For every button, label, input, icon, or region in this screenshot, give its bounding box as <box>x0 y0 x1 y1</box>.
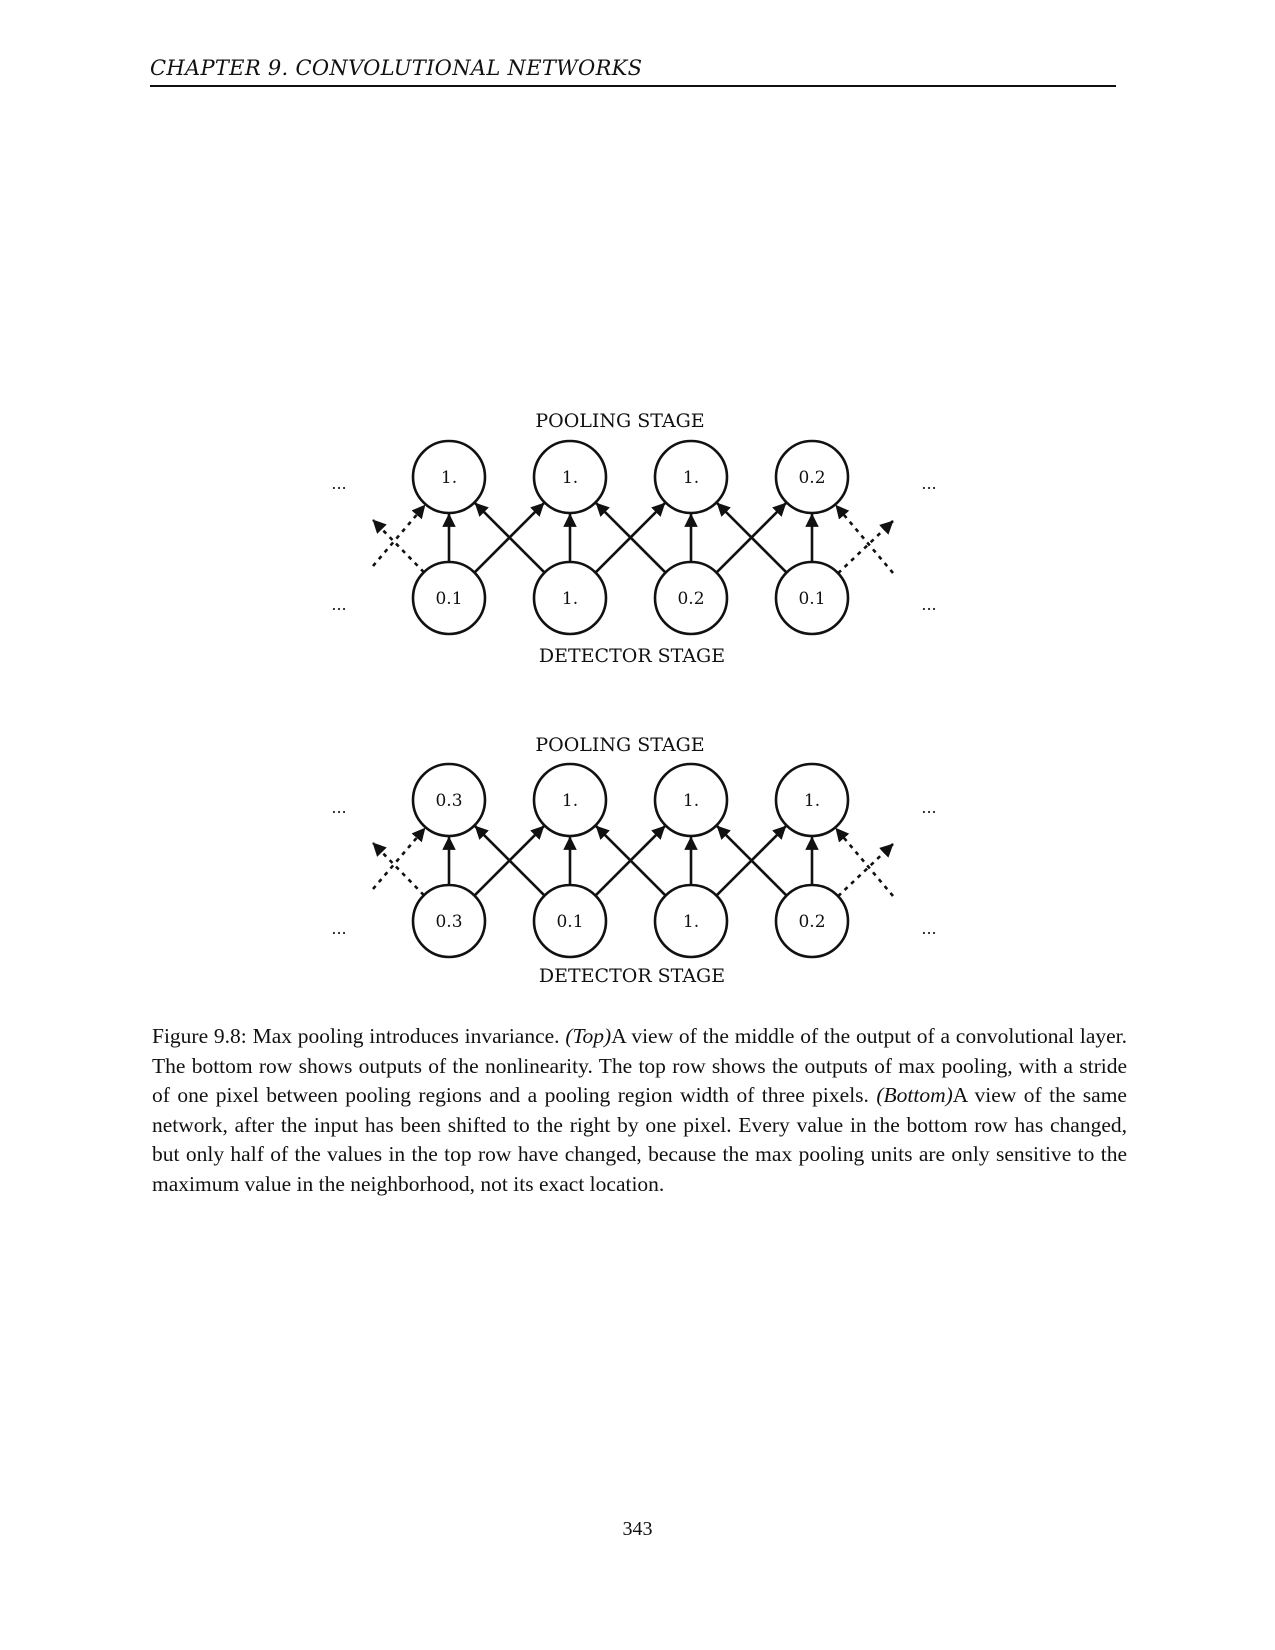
pooling-unit-node <box>774 762 850 838</box>
page-number: 343 <box>622 1518 653 1540</box>
offscreen-connection-arrow <box>837 843 894 898</box>
detector-unit-value: 1. <box>562 589 578 609</box>
ellipsis-marker: ... <box>331 474 346 493</box>
offscreen-connection-arrow <box>834 504 894 574</box>
detector-unit-value: 0.2 <box>677 589 704 609</box>
detector-unit-node <box>653 883 729 959</box>
caption-bottom-tag: (Bottom) <box>876 1083 953 1107</box>
pooling-unit-value: 1. <box>683 791 699 811</box>
pooling-unit-value: 1. <box>683 468 699 488</box>
detector-unit-node <box>532 560 608 636</box>
detector-unit-node <box>532 883 608 959</box>
detector-unit-value: 0.1 <box>798 589 825 609</box>
pooling-panel-1: POOLING STAGE DETECTOR STAGE......... ... 1… <box>331 410 936 667</box>
running-head: CHAPTER 9. CONVOLUTIONAL NETWORKS <box>150 56 1116 87</box>
offscreen-connection-arrow <box>372 504 426 567</box>
offscreen-connection-arrow <box>834 827 894 897</box>
detector-unit-value: 1. <box>683 912 699 932</box>
pooling-unit-node <box>532 762 608 838</box>
detector-stage-label: DETECTOR STAGE <box>539 965 725 987</box>
detector-unit-value: 0.3 <box>435 912 462 932</box>
detector-unit-node <box>411 560 487 636</box>
offscreen-connection-arrow <box>372 827 426 890</box>
ellipsis-marker: ... <box>921 919 936 938</box>
caption-lead: Figure 9.8: Max pooling introduces invar… <box>152 1024 566 1048</box>
pooling-unit-node <box>532 439 608 515</box>
pooling-unit-node <box>653 439 729 515</box>
detector-unit-node <box>774 883 850 959</box>
detector-unit-node <box>411 883 487 959</box>
detector-unit-node <box>774 560 850 636</box>
ellipsis-marker: ... <box>331 595 346 614</box>
pooling-connection-arrow <box>716 825 788 897</box>
pooling-connection-arrow <box>474 825 546 897</box>
pooling-unit-value: 0.2 <box>798 468 825 488</box>
figure-caption: Figure 9.8: Max pooling introduces invar… <box>152 1022 1127 1199</box>
pooling-unit-node <box>411 439 487 515</box>
ellipsis-marker: ... <box>921 474 936 493</box>
detector-unit-value: 0.1 <box>435 589 462 609</box>
pooling-unit-value: 1. <box>441 468 457 488</box>
pooling-unit-value: 1. <box>562 791 578 811</box>
detector-stage-label: DETECTOR STAGE <box>539 645 725 667</box>
pooling-connection-arrow <box>595 502 667 574</box>
offscreen-connection-arrow <box>837 520 894 575</box>
pooling-unit-node <box>774 439 850 515</box>
ellipsis-marker: ... <box>921 798 936 817</box>
caption-top-tag: (Top) <box>565 1024 612 1048</box>
pooling-unit-value: 1. <box>804 791 820 811</box>
ellipsis-marker: ... <box>331 798 346 817</box>
detector-unit-node <box>653 560 729 636</box>
offscreen-connection-arrow <box>372 842 425 897</box>
ellipsis-marker: ... <box>921 595 936 614</box>
pooling-unit-node <box>411 762 487 838</box>
offscreen-connection-arrow <box>372 519 425 574</box>
pooling-connection-arrow <box>595 825 667 897</box>
ellipsis-marker: ... <box>331 919 346 938</box>
pooling-unit-value: 1. <box>562 468 578 488</box>
detector-unit-value: 0.1 <box>556 912 583 932</box>
detector-unit-value: 0.2 <box>798 912 825 932</box>
pooling-connection-arrow <box>474 502 546 574</box>
pooling-stage-label: POOLING STAGE <box>535 410 704 432</box>
pooling-unit-value: 0.3 <box>435 791 462 811</box>
pooling-unit-node <box>653 762 729 838</box>
pooling-connection-arrow <box>716 502 788 574</box>
caption-top-text: A view of the middle of the output of a … <box>152 1024 1127 1107</box>
caption-bottom-text: A view of the same network, after the in… <box>152 1083 1127 1196</box>
pooling-stage-label: POOLING STAGE <box>535 734 704 756</box>
pooling-panel-2: POOLING STAGE DETECTOR STAGE......... ... 0… <box>331 734 936 987</box>
